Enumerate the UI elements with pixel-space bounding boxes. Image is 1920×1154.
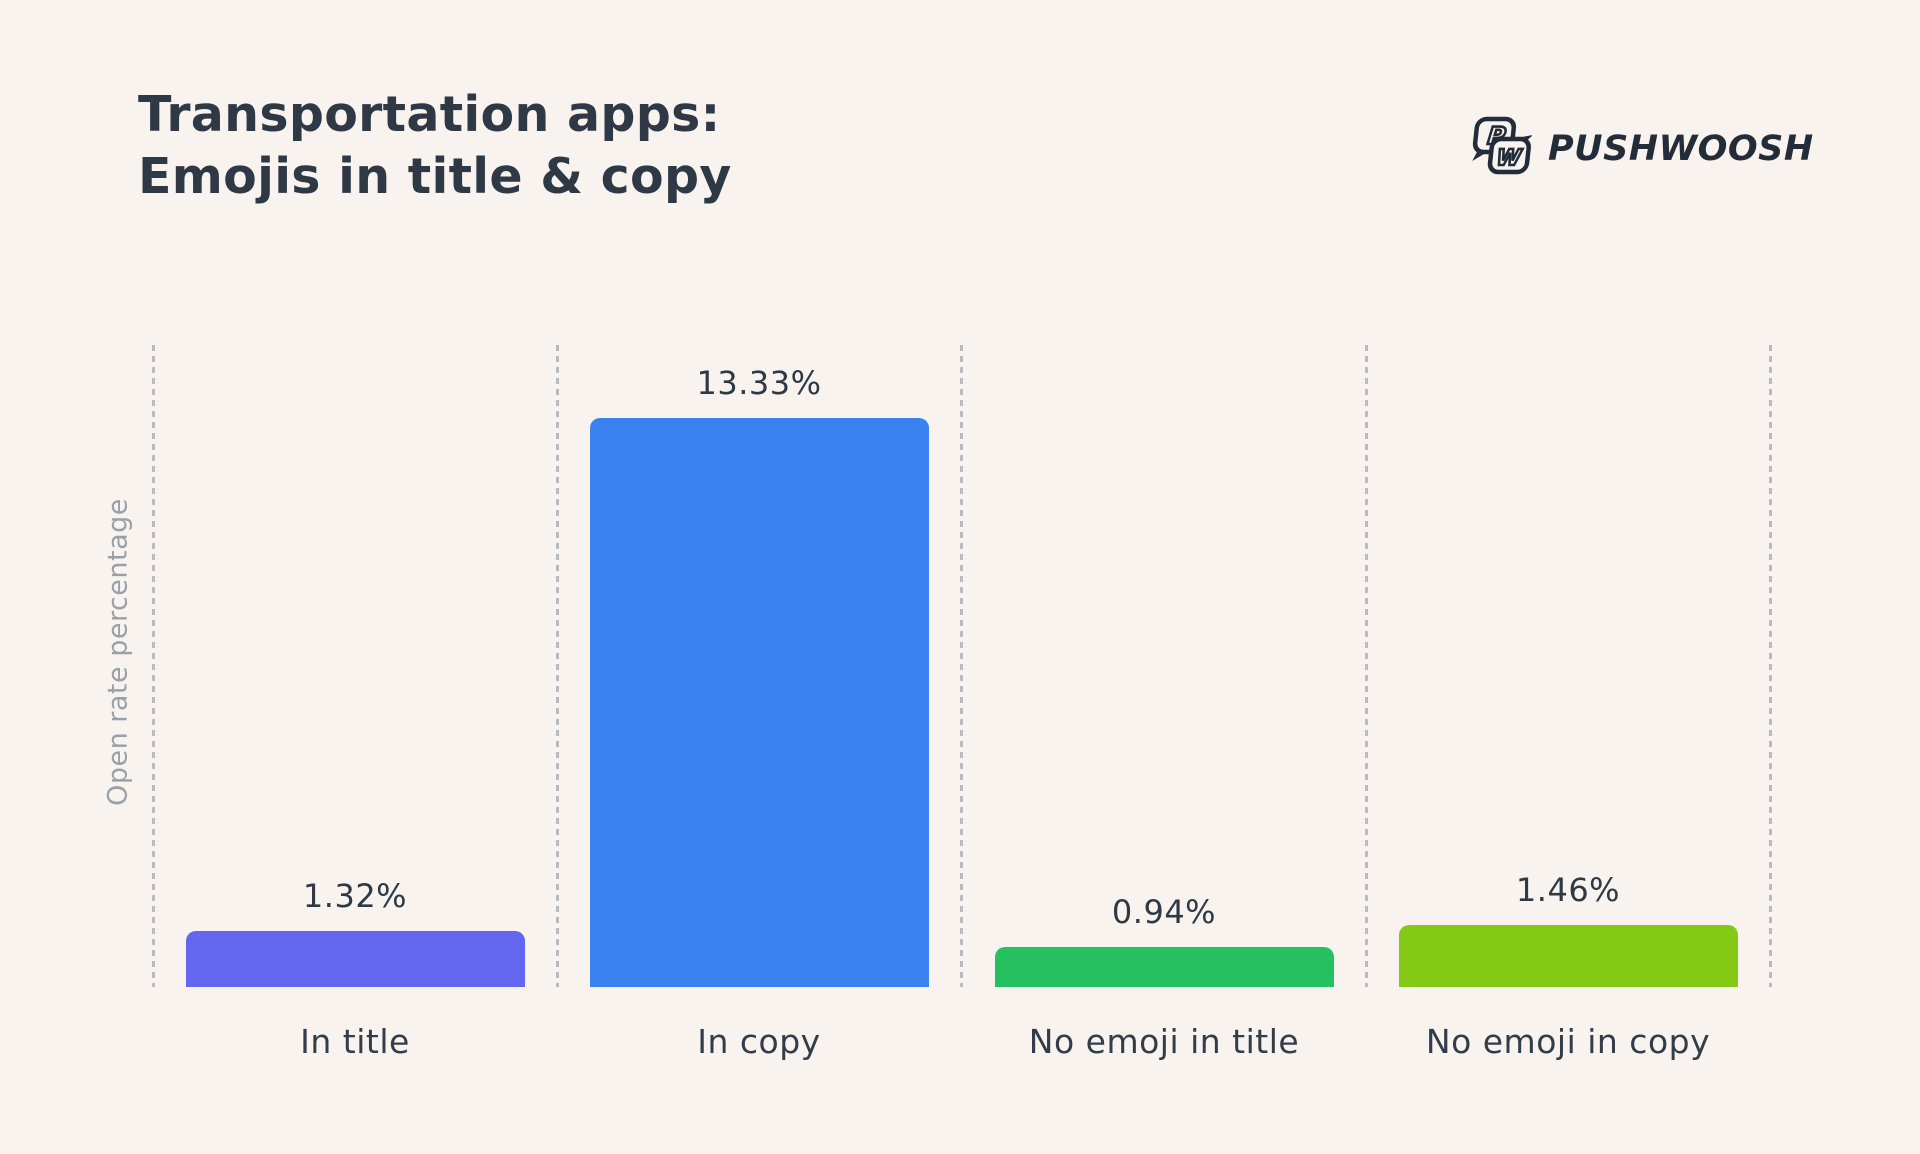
bar-value-label: 1.32% — [302, 877, 408, 915]
page-title-line-2: Emojis in title & copy — [138, 148, 732, 205]
column-separator-line — [556, 345, 559, 987]
bar-no-emoji-in-title — [994, 947, 1334, 987]
y-axis-label: Open rate percentage — [102, 498, 134, 806]
bar-value-label: 13.33% — [696, 364, 822, 402]
x-axis-category-label: No emoji in title — [1028, 1022, 1300, 1061]
page-title: Transportation apps: Emojis in title & c… — [138, 84, 732, 208]
column-separator-line — [152, 345, 155, 987]
x-axis-category-label: In title — [300, 1022, 410, 1061]
pushwoosh-chat-bubbles-icon: P W — [1468, 116, 1534, 182]
bar-no-emoji-in-copy — [1398, 925, 1738, 987]
column-separator-line — [960, 345, 963, 987]
x-axis-category-label: In copy — [697, 1022, 821, 1061]
x-axis-category-label: No emoji in copy — [1425, 1022, 1711, 1061]
bar-value-label: 0.94% — [1111, 893, 1217, 931]
bar-chart: 1.32% 13.33% 0.94% 1.46% — [152, 345, 1772, 987]
pushwoosh-wordmark: PUSHWOOSH — [1548, 129, 1814, 169]
bar-value-label: 1.46% — [1515, 871, 1621, 909]
chart-column-no-emoji-in-copy: 1.46% — [1366, 345, 1770, 987]
column-separator-line — [1769, 345, 1772, 987]
page-title-line-1: Transportation apps: — [138, 86, 721, 143]
column-separator-line — [1365, 345, 1368, 987]
chart-column-in-title: 1.32% — [153, 345, 557, 987]
bar-in-copy — [589, 418, 929, 987]
svg-text:W: W — [1495, 146, 1524, 171]
chart-column-in-copy: 13.33% — [557, 345, 961, 987]
pushwoosh-logo: P W PUSHWOOSH — [1468, 116, 1814, 182]
bar-in-title — [185, 931, 525, 987]
chart-column-no-emoji-in-title: 0.94% — [962, 345, 1366, 987]
